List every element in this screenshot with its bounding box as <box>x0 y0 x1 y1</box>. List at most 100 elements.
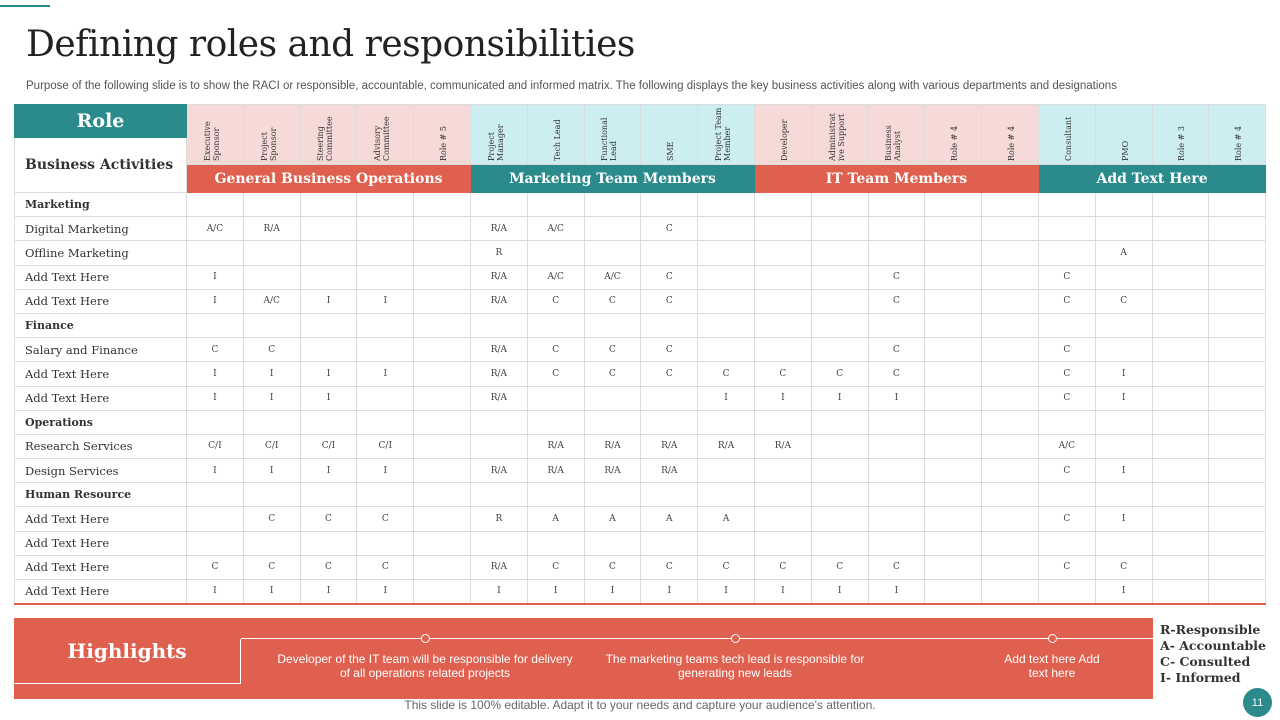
raci-cell: C/I <box>242 433 301 460</box>
raci-cell <box>697 337 755 363</box>
raci-cell: C <box>1037 361 1096 387</box>
raci-cell <box>867 216 926 242</box>
raci-cell <box>1094 312 1153 339</box>
role-column-header: Administrat ive Support <box>810 104 869 165</box>
raci-cell <box>242 530 301 556</box>
raci-cell <box>753 312 812 339</box>
raci-cell <box>1208 482 1267 508</box>
raci-cell <box>1151 361 1210 387</box>
raci-cell: C <box>186 554 244 581</box>
table-row: Add Text Here I A/C I I R/A C C C C C C <box>14 288 1267 314</box>
raci-cell: C <box>1037 264 1096 290</box>
raci-cell <box>299 409 358 435</box>
raci-cell <box>1151 240 1210 266</box>
raci-cell <box>640 409 699 435</box>
raci-cell: I <box>186 458 244 484</box>
activity-label: Add Text Here <box>14 264 187 290</box>
raci-cell: C <box>1037 288 1096 314</box>
activity-label: Design Services <box>14 458 187 484</box>
raci-cell <box>1208 554 1267 581</box>
raci-cell <box>981 191 1039 218</box>
raci-cell <box>810 482 869 508</box>
activity-label: Add Text Here <box>14 288 187 314</box>
raci-cell <box>981 482 1039 508</box>
raci-cell <box>469 482 528 508</box>
raci-cell: R/A <box>640 458 699 484</box>
raci-cell <box>810 216 869 242</box>
raci-cell <box>981 337 1039 363</box>
raci-cell: R/A <box>697 433 755 460</box>
raci-cell <box>413 216 471 242</box>
raci-cell <box>753 458 812 484</box>
section-row: Marketing <box>14 191 1267 218</box>
raci-cell <box>981 216 1039 242</box>
raci-cell <box>356 482 415 508</box>
section-row: Finance <box>14 312 1267 339</box>
raci-cell <box>1151 554 1210 581</box>
raci-cell <box>356 312 415 339</box>
role-column-header: Project Team Member <box>697 104 755 165</box>
role-column-header: Role # 3 <box>1151 104 1210 165</box>
timeline-dot <box>731 634 740 643</box>
raci-cell <box>867 312 926 339</box>
raci-cell <box>1037 482 1096 508</box>
raci-cell <box>810 264 869 290</box>
raci-cell: C <box>242 506 301 532</box>
raci-cell: A <box>640 506 699 532</box>
raci-cell <box>640 191 699 218</box>
raci-cell <box>924 530 983 556</box>
raci-cell <box>1208 409 1267 435</box>
raci-cell <box>526 240 585 266</box>
raci-cell <box>867 240 926 266</box>
role-header: Role <box>14 104 187 138</box>
raci-cell: A <box>526 506 585 532</box>
footer-note: This slide is 100% editable. Adapt it to… <box>404 698 876 712</box>
raci-cell <box>867 482 926 508</box>
raci-cell: A/C <box>583 264 642 290</box>
raci-cell <box>1037 409 1096 435</box>
raci-cell <box>242 482 301 508</box>
role-name: Project Sponsor <box>259 127 278 161</box>
role-column-header: Developer <box>753 104 812 165</box>
raci-cell <box>413 554 471 581</box>
raci-cell <box>753 506 812 532</box>
role-column-header: Steering Committee <box>299 104 358 165</box>
raci-cell <box>697 409 755 435</box>
raci-cell: I <box>299 458 358 484</box>
raci-cell <box>981 385 1039 411</box>
raci-cell <box>299 482 358 508</box>
raci-cell <box>413 312 471 339</box>
raci-cell <box>1094 530 1153 556</box>
raci-cell: I <box>1094 578 1153 605</box>
raci-cell <box>299 264 358 290</box>
raci-cell <box>1151 288 1210 314</box>
role-column-header: PMO <box>1094 104 1153 165</box>
activity-label: Offline Marketing <box>14 240 187 266</box>
business-activities-header: Business Activities <box>14 137 187 193</box>
section-row: Operations <box>14 409 1267 435</box>
raci-cell: C <box>753 361 812 387</box>
raci-cell <box>1151 312 1210 339</box>
raci-cell <box>924 337 983 363</box>
raci-cell <box>981 530 1039 556</box>
role-name: Business Analyst <box>884 125 903 161</box>
raci-cell <box>697 264 755 290</box>
role-column-header: Executive Sponsor <box>186 104 244 165</box>
role-name: Steering Committee <box>316 116 335 161</box>
raci-cell: C <box>242 554 301 581</box>
raci-cell <box>924 312 983 339</box>
raci-cell: R/A <box>583 433 642 460</box>
raci-cell: C <box>640 216 699 242</box>
raci-cell <box>1151 578 1210 605</box>
raci-cell: R/A <box>469 288 528 314</box>
raci-cell <box>867 409 926 435</box>
table-row: Add Text Here C C C C R/A C C C C C C C C C <box>14 554 1267 581</box>
raci-cell <box>526 530 585 556</box>
raci-cell <box>1151 530 1210 556</box>
raci-cell <box>1037 191 1096 218</box>
section-row: Human Resource <box>14 482 1267 508</box>
highlight-item: Developer of the IT team will be respons… <box>277 652 573 680</box>
role-name: Tech Lead <box>552 119 562 161</box>
role-column-header: Consultant <box>1037 104 1096 165</box>
raci-cell <box>186 312 244 339</box>
